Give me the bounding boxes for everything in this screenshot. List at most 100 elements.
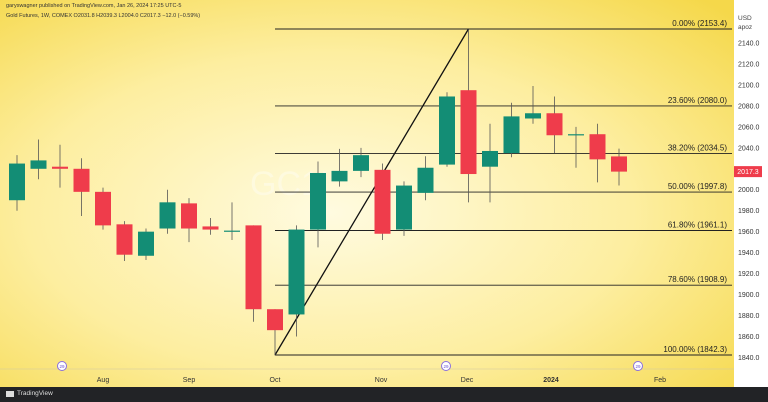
- candle-body: [138, 231, 154, 256]
- candle-body: [568, 134, 584, 136]
- last-price-label: 2017.3: [734, 166, 762, 178]
- y-tick-label: 2040.0: [738, 145, 760, 152]
- y-tick-label: 1940.0: [738, 250, 760, 257]
- candle: [30, 139, 47, 180]
- tradingview-logo-icon: [6, 390, 14, 397]
- y-tick-label: 2080.0: [738, 103, 760, 110]
- y-tick-label: 1900.0: [738, 292, 760, 299]
- candle: [331, 148, 348, 187]
- x-tick-label: Oct: [270, 377, 281, 384]
- trend-line[interactable]: [274, 28, 470, 356]
- event-marker-label: 29: [59, 364, 65, 369]
- candle-body: [116, 224, 133, 255]
- last-price-text: 2017.3: [737, 169, 759, 176]
- candle-body: [525, 113, 541, 119]
- candle: [374, 163, 391, 241]
- symbol-ohlc-line: Gold Futures, 1W, COMEX O2031.8 H2039.3 …: [6, 13, 201, 19]
- event-marker: 29: [633, 361, 643, 371]
- candle-body: [439, 96, 455, 165]
- trend-line-segment: [274, 28, 470, 356]
- candle-body: [202, 226, 219, 230]
- candle-body: [503, 116, 520, 154]
- candle: [611, 148, 627, 186]
- y-tick-label: 1880.0: [738, 313, 760, 320]
- candle-body: [396, 185, 412, 230]
- candle-body: [546, 113, 563, 136]
- y-tick-label: 2100.0: [738, 82, 760, 89]
- y-tick-label: 2060.0: [738, 124, 760, 131]
- fibonacci-retracement[interactable]: 0.00% (2153.4) 23.60% (2080.0) 38.20% (203…: [275, 19, 732, 356]
- candle-body: [95, 191, 111, 226]
- chart-canvas[interactable]: GC1! 0.00% (2153.4)23.60% (2080.0)38.20%…: [0, 0, 768, 387]
- tradingview-brand: TradingView: [17, 390, 53, 397]
- fib-level-label: 23.60% (2080.0): [668, 96, 727, 105]
- tradingview-logo[interactable]: TradingView: [6, 390, 53, 397]
- event-marker-circle: [57, 361, 67, 371]
- x-tick-label: Dec: [461, 377, 474, 384]
- candle: [396, 181, 412, 236]
- candle-body: [52, 166, 68, 169]
- candle-body: [460, 90, 477, 175]
- candle: [202, 218, 219, 235]
- event-marker: 29: [441, 361, 451, 371]
- candle: [417, 156, 434, 201]
- x-tick-label: Aug: [97, 377, 110, 384]
- x-tick-label: Feb: [654, 377, 666, 384]
- fib-level-label: 38.20% (2034.5): [668, 144, 727, 153]
- candle-body: [9, 163, 25, 201]
- last-price-box: [734, 166, 762, 178]
- candle: [159, 189, 176, 234]
- event-markers[interactable]: 29 29 29: [57, 361, 643, 371]
- candle-body: [310, 172, 326, 230]
- candlestick-series: [9, 29, 627, 356]
- fib-level-label: 50.00% (1997.8): [668, 182, 727, 191]
- candle: [52, 144, 68, 188]
- plot-background: [0, 0, 734, 387]
- candle-body: [224, 230, 240, 232]
- candle: [245, 225, 262, 322]
- candle-body: [73, 168, 90, 192]
- candle-body: [417, 167, 434, 193]
- candle: [224, 202, 240, 241]
- event-marker: 29: [57, 361, 67, 371]
- y-tick-label: 2140.0: [738, 41, 760, 48]
- time-axis[interactable]: Aug Sep Oct Nov Dec 2024 Feb: [97, 377, 666, 384]
- fib-level-label: 61.80% (1961.1): [668, 221, 727, 230]
- candle: [267, 309, 283, 356]
- fib-level-label: 100.00% (1842.3): [663, 345, 727, 354]
- candle: [73, 158, 90, 216]
- event-marker-circle: [441, 361, 451, 371]
- candle: [95, 187, 111, 230]
- event-marker-label: 29: [635, 364, 641, 369]
- event-marker-circle: [633, 361, 643, 371]
- candle: [546, 96, 563, 154]
- candle: [9, 155, 25, 211]
- candle: [181, 198, 197, 243]
- candle-body: [267, 309, 283, 331]
- candle-body: [589, 134, 606, 160]
- candle: [116, 221, 133, 262]
- candle: [589, 123, 606, 183]
- publisher-line: garyswagner published on TradingView.com…: [6, 3, 182, 9]
- candle-body: [611, 156, 627, 172]
- candle-body: [288, 229, 305, 315]
- candle-body: [374, 169, 391, 234]
- candle-body: [353, 155, 369, 171]
- candle: [460, 29, 477, 203]
- x-tick-label: 2024: [543, 377, 559, 384]
- candle: [503, 102, 520, 158]
- event-marker-label: 29: [443, 364, 449, 369]
- candle-body: [331, 170, 348, 182]
- candle: [288, 225, 305, 337]
- candle: [353, 147, 369, 178]
- fib-level-label: 78.60% (1908.9): [668, 275, 727, 284]
- price-axis-area: [734, 0, 768, 387]
- candle: [482, 123, 498, 203]
- candle: [568, 126, 584, 168]
- y-tick-label: 1840.0: [738, 355, 760, 362]
- x-tick-label: Nov: [375, 377, 388, 384]
- candle-body: [30, 160, 47, 169]
- candle: [439, 92, 455, 167]
- candle: [525, 86, 541, 124]
- y-tick-label: 1960.0: [738, 229, 760, 236]
